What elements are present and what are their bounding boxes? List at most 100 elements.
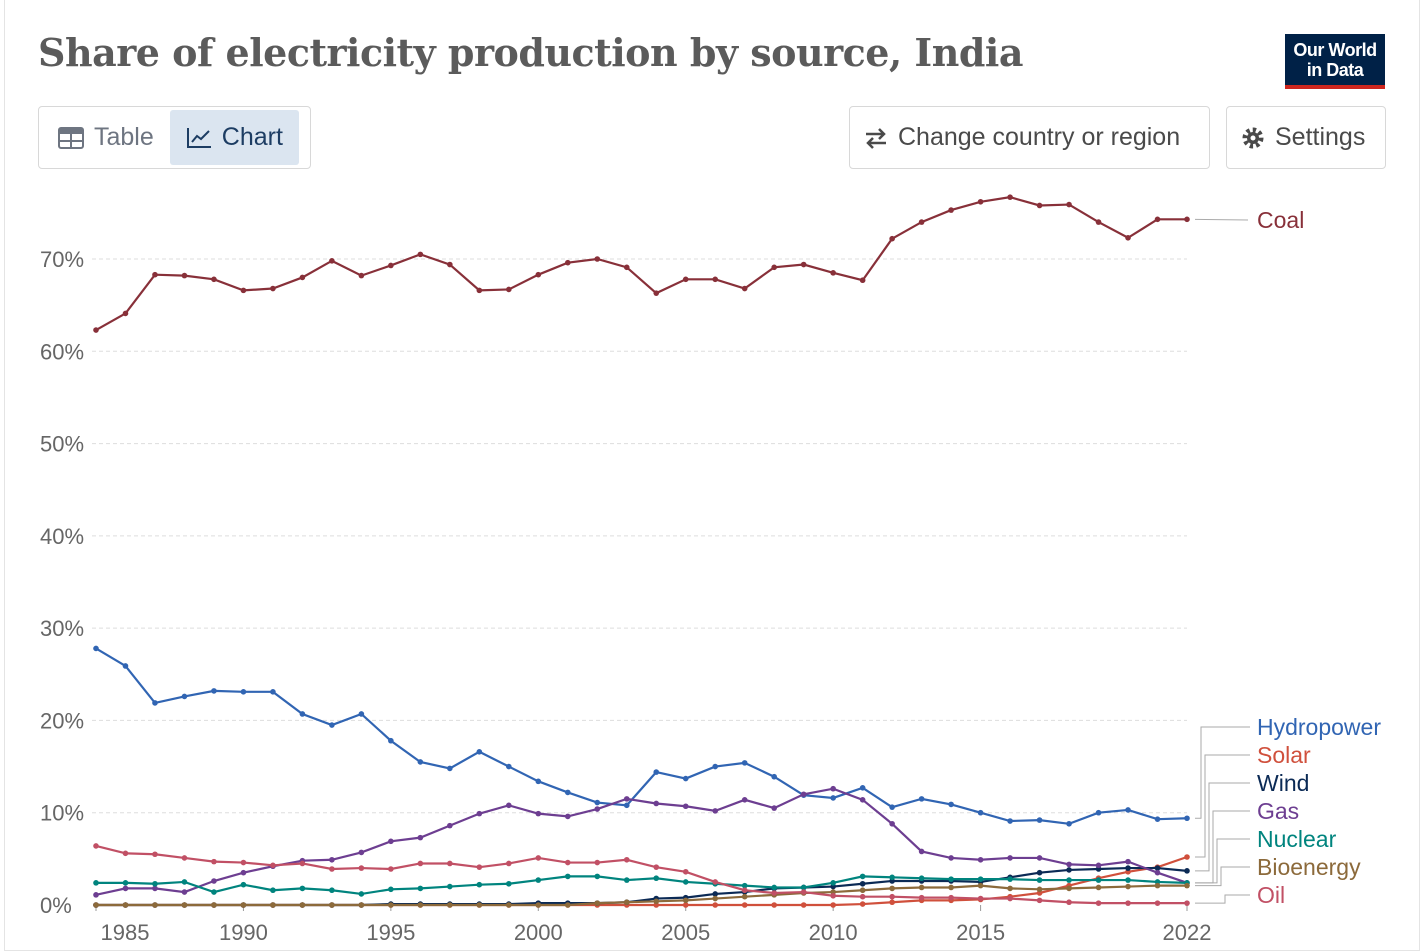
data-point-bioenergy [299, 902, 306, 908]
data-point-hydropower [1154, 816, 1161, 822]
data-point-hydropower [122, 663, 129, 669]
data-point-hydropower [564, 789, 571, 796]
data-point-hydropower [535, 778, 542, 785]
change-country-button[interactable]: Change country or region [849, 106, 1210, 169]
legend-label-nuclear: Nuclear [1257, 826, 1337, 852]
data-point-nuclear [476, 881, 483, 888]
view-tabs: Table Chart [38, 106, 311, 169]
data-point-hydropower [1095, 809, 1102, 816]
data-point-gas [447, 822, 453, 829]
data-point-gas [830, 785, 836, 792]
x-tick-label: 2000 [514, 920, 563, 945]
settings-label: Settings [1275, 123, 1366, 151]
owid-logo[interactable]: Our World in Data [1285, 34, 1385, 89]
legend-label-gas: Gas [1257, 798, 1299, 824]
data-point-gas [1007, 855, 1013, 861]
data-point-hydropower [682, 775, 689, 782]
data-point-wind [1036, 869, 1043, 876]
data-point-oil [417, 860, 424, 867]
data-point-oil [447, 860, 453, 867]
data-point-coal [211, 276, 217, 283]
x-tick-label: 2005 [661, 920, 710, 945]
data-point-gas [712, 808, 719, 814]
data-point-coal [1154, 216, 1161, 223]
data-point-coal [859, 277, 866, 284]
data-point-coal [417, 251, 424, 258]
data-point-hydropower [476, 749, 483, 755]
data-point-coal [594, 256, 601, 262]
data-point-nuclear [977, 876, 984, 882]
data-point-oil [771, 890, 777, 896]
data-point-hydropower [152, 700, 158, 706]
data-point-gas [1095, 862, 1102, 869]
data-point-bioenergy [948, 884, 954, 891]
data-point-coal [329, 258, 335, 264]
data-point-oil [859, 893, 866, 900]
data-point-oil [977, 895, 984, 902]
data-point-hydropower [594, 799, 601, 806]
y-tick-label: 10% [40, 801, 84, 826]
data-point-oil [1125, 900, 1131, 906]
data-point-wind [1066, 867, 1072, 873]
settings-button[interactable]: Settings [1226, 106, 1386, 169]
data-point-nuclear [447, 883, 453, 890]
legend-label-wind: Wind [1257, 770, 1309, 796]
data-point-nuclear [564, 873, 571, 880]
page-title: Share of electricity production by sourc… [38, 30, 1023, 75]
data-point-hydropower [388, 737, 394, 744]
data-point-hydropower [240, 689, 247, 695]
data-point-coal [122, 310, 129, 317]
legend-label-solar: Solar [1257, 742, 1311, 768]
data-point-coal [682, 276, 689, 283]
legend-connector [1195, 894, 1250, 904]
data-point-bioenergy [270, 902, 276, 908]
data-point-hydropower [741, 760, 748, 766]
x-tick-label: 1985 [101, 920, 150, 945]
y-tick-label: 50% [40, 432, 84, 457]
tab-table-label: Table [94, 123, 154, 151]
data-point-wind [1154, 865, 1161, 871]
data-point-coal [476, 287, 483, 294]
x-tick-label: 1995 [366, 920, 415, 945]
data-point-coal [712, 276, 719, 283]
tab-table[interactable]: Table [42, 110, 170, 165]
data-point-gas [388, 838, 394, 845]
data-point-bioenergy [122, 902, 129, 908]
data-point-bioenergy [329, 902, 335, 908]
data-point-solar [889, 899, 895, 906]
data-point-gas [682, 803, 689, 810]
data-point-nuclear [299, 885, 306, 892]
data-point-gas [181, 889, 188, 895]
x-tick-label: 2010 [809, 920, 858, 945]
series-line-hydropower [95, 647, 1188, 825]
data-point-bioenergy [1154, 882, 1161, 889]
data-point-nuclear [417, 885, 424, 892]
data-point-hydropower [1125, 807, 1131, 813]
data-point-bioenergy [623, 899, 630, 906]
data-point-nuclear [388, 886, 394, 893]
data-point-hydropower [299, 711, 306, 717]
data-point-hydropower [506, 763, 512, 770]
data-point-hydropower [93, 645, 99, 652]
data-point-bioenergy [1007, 885, 1013, 892]
legend-connector [1195, 726, 1250, 819]
data-point-gas [889, 820, 895, 827]
data-point-gas [1154, 869, 1161, 876]
data-point-bioenergy [1095, 884, 1102, 891]
data-point-nuclear [623, 877, 630, 883]
legend-label-hydropower: Hydropower [1257, 714, 1381, 740]
data-point-gas [1036, 855, 1043, 861]
data-point-coal [447, 261, 453, 268]
data-point-hydropower [1036, 817, 1043, 823]
data-point-oil [800, 889, 807, 895]
data-point-bioenergy [535, 902, 542, 908]
data-point-oil [564, 859, 571, 866]
data-point-gas [240, 869, 247, 876]
data-point-oil [712, 879, 719, 885]
data-point-coal [1036, 202, 1043, 209]
data-point-bioenergy [358, 902, 365, 908]
data-point-nuclear [889, 874, 895, 881]
tab-chart[interactable]: Chart [169, 110, 299, 165]
data-point-oil [152, 851, 158, 858]
legend-connector [1195, 782, 1250, 872]
